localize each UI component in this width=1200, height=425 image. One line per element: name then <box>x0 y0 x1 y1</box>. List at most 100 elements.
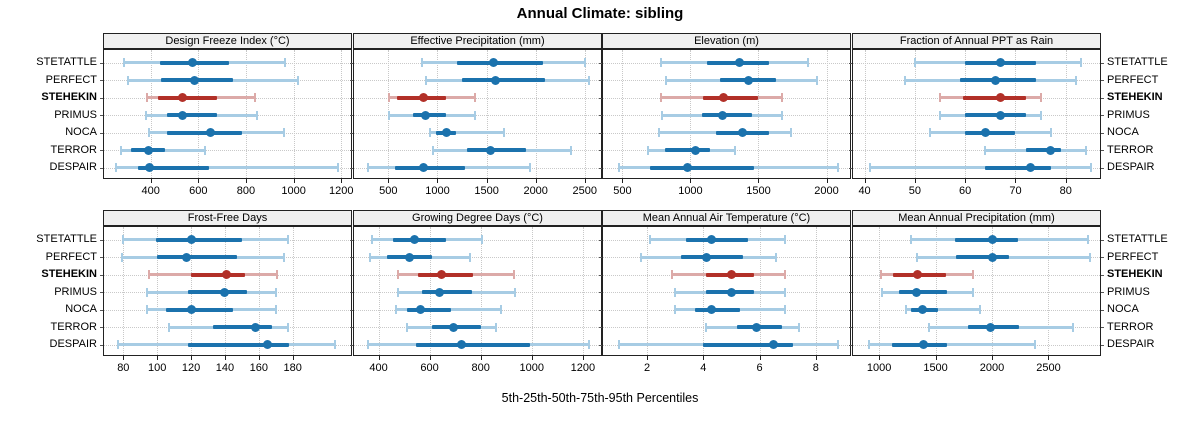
whisker-cap-low <box>387 93 390 102</box>
row-edge-tick <box>100 97 103 99</box>
x-tick <box>914 179 916 183</box>
median-dot <box>912 287 922 297</box>
whisker-cap-high <box>1074 75 1077 85</box>
station-label-right-despair: DESPAIR <box>1107 338 1155 350</box>
x-tick <box>258 356 260 360</box>
x-tick-label: 1000 <box>678 185 703 197</box>
row-edge-tick <box>1101 115 1104 116</box>
x-tick-label: 2500 <box>1036 362 1061 374</box>
row-edge-tick <box>599 150 602 151</box>
whisker-cap-high <box>1089 163 1092 172</box>
x-gridline <box>622 50 624 178</box>
panel-title-design-freeze-index-c: Design Freeze Index (°C) <box>103 33 352 49</box>
whisker-cap-low <box>144 110 147 120</box>
iqr-bar <box>467 148 527 152</box>
row-edge-tick <box>849 62 852 64</box>
row-edge-tick <box>100 150 103 151</box>
whisker-cap-low <box>879 270 882 279</box>
x-tick-label: 2 <box>643 362 651 374</box>
whisker-cap-low <box>120 252 123 262</box>
x-tick <box>1015 179 1017 183</box>
row-edge-tick <box>100 327 103 328</box>
x-tick-label: 80 <box>117 362 130 374</box>
median-dot <box>186 235 196 244</box>
x-tick <box>480 356 482 360</box>
iqr-bar <box>955 237 1018 242</box>
x-gridline <box>826 50 828 178</box>
iqr-bar <box>137 165 210 170</box>
row-edge-tick <box>350 327 353 328</box>
whisker-cap-low <box>867 340 870 349</box>
row-edge-tick <box>1101 80 1104 81</box>
station-label-right-stetattle: STETATTLE <box>1107 56 1168 68</box>
whisker-cap-low <box>939 110 942 120</box>
whisker-cap-high <box>512 270 515 279</box>
whisker-cap-high <box>815 75 818 85</box>
x-gridline <box>531 227 533 355</box>
median-dot <box>222 270 232 279</box>
station-label-left-stetattle: STETATTLE <box>36 56 97 68</box>
page-title: Annual Climate: sibling <box>516 5 684 22</box>
station-label-left-stetattle: STETATTLE <box>36 233 97 245</box>
station-label-left-primus: PRIMUS <box>54 108 97 121</box>
whisker-cap-high <box>480 235 483 244</box>
x-tick <box>582 356 584 360</box>
whisker-cap-high <box>283 128 286 137</box>
row-edge-tick <box>599 62 602 64</box>
x-gridline <box>647 227 649 355</box>
x-tick <box>388 179 390 183</box>
row-edge-tick <box>1101 132 1104 134</box>
median-dot <box>1026 163 1036 172</box>
row-edge-tick <box>849 327 852 328</box>
x-tick-label: 120 <box>181 362 201 374</box>
whisker-cap-high <box>797 322 800 332</box>
whisker-cap-low <box>367 340 370 349</box>
x-tick <box>486 179 488 183</box>
iqr-bar <box>213 325 273 329</box>
whisker-cap-high <box>1087 235 1089 244</box>
iqr-bar <box>167 130 243 135</box>
iqr-bar <box>187 290 247 294</box>
whisker-cap-low <box>147 270 150 279</box>
whisker-cap-high <box>502 128 505 137</box>
whisker-cap-low <box>868 163 871 172</box>
x-tick-label: 8 <box>812 362 819 374</box>
x-tick-label: 1500 <box>746 185 771 197</box>
row-edge-tick <box>100 292 103 293</box>
whisker-cap-high <box>837 340 840 349</box>
x-tick-label: 180 <box>283 362 302 374</box>
whisker-cap-high <box>286 235 289 244</box>
iqr-bar <box>395 165 465 170</box>
station-label-right-primus: PRIMUS <box>1107 108 1150 121</box>
whisker-cap-high <box>514 287 517 297</box>
x-tick-label: 800 <box>471 362 490 374</box>
x-tick <box>622 179 624 183</box>
station-label-right-stehekin: STEHEKIN <box>1107 268 1163 280</box>
row-edge-tick <box>100 62 103 64</box>
whisker-cap-low <box>120 145 123 155</box>
station-label-right-terror: TERROR <box>1107 143 1154 156</box>
median-dot <box>489 58 499 67</box>
whisker-cap-low <box>367 163 370 172</box>
whisker-cap-high <box>978 305 981 314</box>
x-tick-label: 400 <box>141 185 160 197</box>
median-dot <box>986 322 996 332</box>
x-tick <box>224 356 226 360</box>
row-edge-tick <box>599 97 602 99</box>
whisker-cap-low <box>431 145 434 155</box>
median-dot <box>178 110 188 120</box>
median-dot <box>744 75 754 85</box>
median-dot <box>726 270 736 279</box>
row-edge-tick <box>599 115 602 116</box>
x-tick-label: 1000 <box>425 185 450 197</box>
row-guide <box>853 292 1100 293</box>
row-edge-tick <box>849 344 852 346</box>
x-tick <box>429 356 431 360</box>
x-gridline <box>864 50 866 178</box>
median-dot <box>420 110 430 120</box>
x-gridline <box>992 227 994 355</box>
median-dot <box>719 93 729 102</box>
whisker-cap-low <box>928 128 931 137</box>
row-guide <box>853 274 1100 276</box>
